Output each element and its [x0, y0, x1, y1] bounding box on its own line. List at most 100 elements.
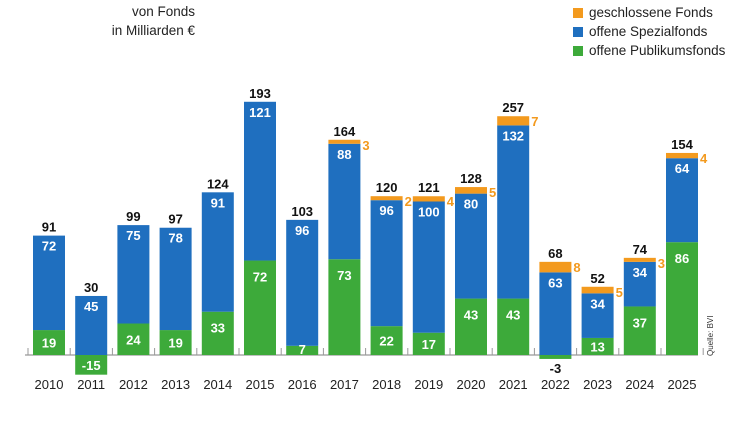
data-label-total: 193: [249, 86, 271, 101]
bar-segment-geschlossene: [539, 261, 572, 273]
legend-label: geschlossene Fonds: [589, 5, 713, 20]
bar-segment-spezial: [623, 261, 656, 307]
bar-segment-publikum: [328, 259, 361, 355]
x-tick-label: 2010: [35, 377, 64, 392]
data-label-publikum: 43: [506, 308, 520, 323]
x-tick-label: 2015: [246, 377, 275, 392]
data-label-publikum: 19: [168, 336, 182, 351]
source-note: Quelle: BVI: [706, 315, 715, 356]
bar-segment-spezial: [286, 219, 319, 346]
data-label-total: 120: [376, 180, 398, 195]
data-label-total: 52: [590, 271, 604, 286]
data-label-publikum: -3: [550, 361, 562, 376]
bar-segment-geschlossene: [623, 257, 656, 262]
data-label-geschlossene: 2: [405, 194, 412, 209]
bar-segment-spezial: [117, 225, 150, 324]
bar-segment-spezial: [666, 158, 698, 243]
data-label-total: 124: [207, 176, 229, 191]
data-label-publikum: -15: [82, 358, 101, 373]
bar-segment-publikum: [370, 326, 403, 355]
data-label-spezial: 96: [295, 223, 309, 238]
data-label-geschlossene: 4: [700, 151, 708, 166]
data-label-total: 68: [548, 246, 562, 261]
bar-segment-publikum: [581, 337, 614, 355]
legend-item-publikum: offene Publikumsfonds: [573, 41, 725, 60]
bar-segment-spezial: [159, 227, 192, 331]
data-label-publikum: 17: [422, 337, 436, 352]
bar-segment-spezial: [497, 125, 530, 299]
bar-segment-geschlossene: [455, 187, 487, 194]
legend-label: offene Spezialfonds: [589, 24, 708, 39]
bar-segment-spezial: [581, 293, 614, 338]
bar-segment-publikum: [117, 323, 150, 355]
data-label-publikum: 7: [299, 342, 306, 357]
data-label-total: 30: [84, 280, 98, 295]
data-label-spezial: 45: [84, 299, 98, 314]
x-tick-label: 2012: [119, 377, 148, 392]
data-label-publikum: 86: [675, 251, 689, 266]
data-label-geschlossene: 3: [658, 256, 665, 271]
legend-swatch-blue: [573, 26, 583, 37]
data-label-publikum: 43: [464, 308, 478, 323]
data-label-publikum: 22: [379, 334, 393, 349]
bar-segment-publikum: [623, 306, 656, 355]
bar-segment-spezial: [328, 143, 361, 260]
bar-segment-spezial: [75, 295, 108, 355]
x-tick-label: 2018: [372, 377, 401, 392]
data-label-spezial: 63: [548, 275, 562, 290]
legend-swatch-green: [573, 45, 583, 56]
data-label-total: 128: [460, 171, 482, 186]
data-label-spezial: 132: [502, 128, 524, 143]
legend-item-geschlossene: geschlossene Fonds: [573, 3, 725, 22]
x-tick-label: 2019: [414, 377, 443, 392]
x-tick-label: 2023: [583, 377, 612, 392]
bar-segment-spezial: [412, 201, 445, 333]
data-label-spezial: 72: [42, 239, 56, 254]
x-tick-label: 2013: [161, 377, 190, 392]
bar-segment-publikum: [666, 242, 698, 355]
bar-segment-geschlossene: [328, 139, 361, 144]
x-tick-label: 2016: [288, 377, 317, 392]
bar-segment-publikum: [412, 332, 445, 355]
x-tick-label: 2022: [541, 377, 570, 392]
bar-segment-publikum: [75, 355, 108, 375]
bar-segment-publikum: [159, 330, 192, 355]
x-tick-label: 2017: [330, 377, 359, 392]
data-label-total: 257: [502, 100, 524, 115]
bar-segment-spezial: [455, 193, 487, 299]
data-label-geschlossene: 3: [362, 138, 369, 153]
data-label-total: 154: [671, 137, 693, 152]
bar-segment-publikum: [497, 298, 530, 355]
data-label-spezial: 34: [633, 265, 648, 280]
data-label-total: 97: [168, 212, 182, 227]
chart-subtitle: von Fonds in Milliarden €: [112, 2, 195, 40]
data-label-total: 121: [418, 180, 440, 195]
data-label-spezial: 91: [211, 195, 225, 210]
bar-segment-spezial: [539, 272, 572, 355]
data-label-spezial: 88: [337, 147, 351, 162]
bar-segment-geschlossene: [370, 196, 403, 201]
data-label-geschlossene: 7: [531, 114, 538, 129]
bar-segment-publikum: [201, 311, 234, 355]
data-label-spezial: 80: [464, 197, 478, 212]
bar-segment-publikum: [33, 330, 65, 355]
bar-segment-geschlossene: [666, 152, 698, 159]
data-label-geschlossene: 8: [573, 260, 580, 275]
data-label-publikum: 19: [42, 336, 56, 351]
data-label-publikum: 13: [590, 339, 604, 354]
legend-item-spezial: offene Spezialfonds: [573, 22, 725, 41]
data-label-total: 99: [126, 209, 140, 224]
data-label-spezial: 100: [418, 204, 440, 219]
data-label-publikum: 33: [211, 321, 225, 336]
data-label-publikum: 72: [253, 270, 267, 285]
data-label-total: 74: [633, 242, 648, 257]
x-tick-label: 2024: [625, 377, 654, 392]
data-label-spezial: 121: [249, 105, 271, 120]
bar-segment-geschlossene: [497, 116, 530, 126]
subtitle-line-1: von Fonds: [131, 4, 195, 19]
x-tick-label: 2011: [77, 377, 105, 392]
bar-segment-geschlossene: [412, 196, 445, 202]
data-label-geschlossene: 5: [489, 185, 496, 200]
data-label-geschlossene: 5: [616, 285, 623, 300]
bar-segment-publikum: [455, 298, 487, 355]
